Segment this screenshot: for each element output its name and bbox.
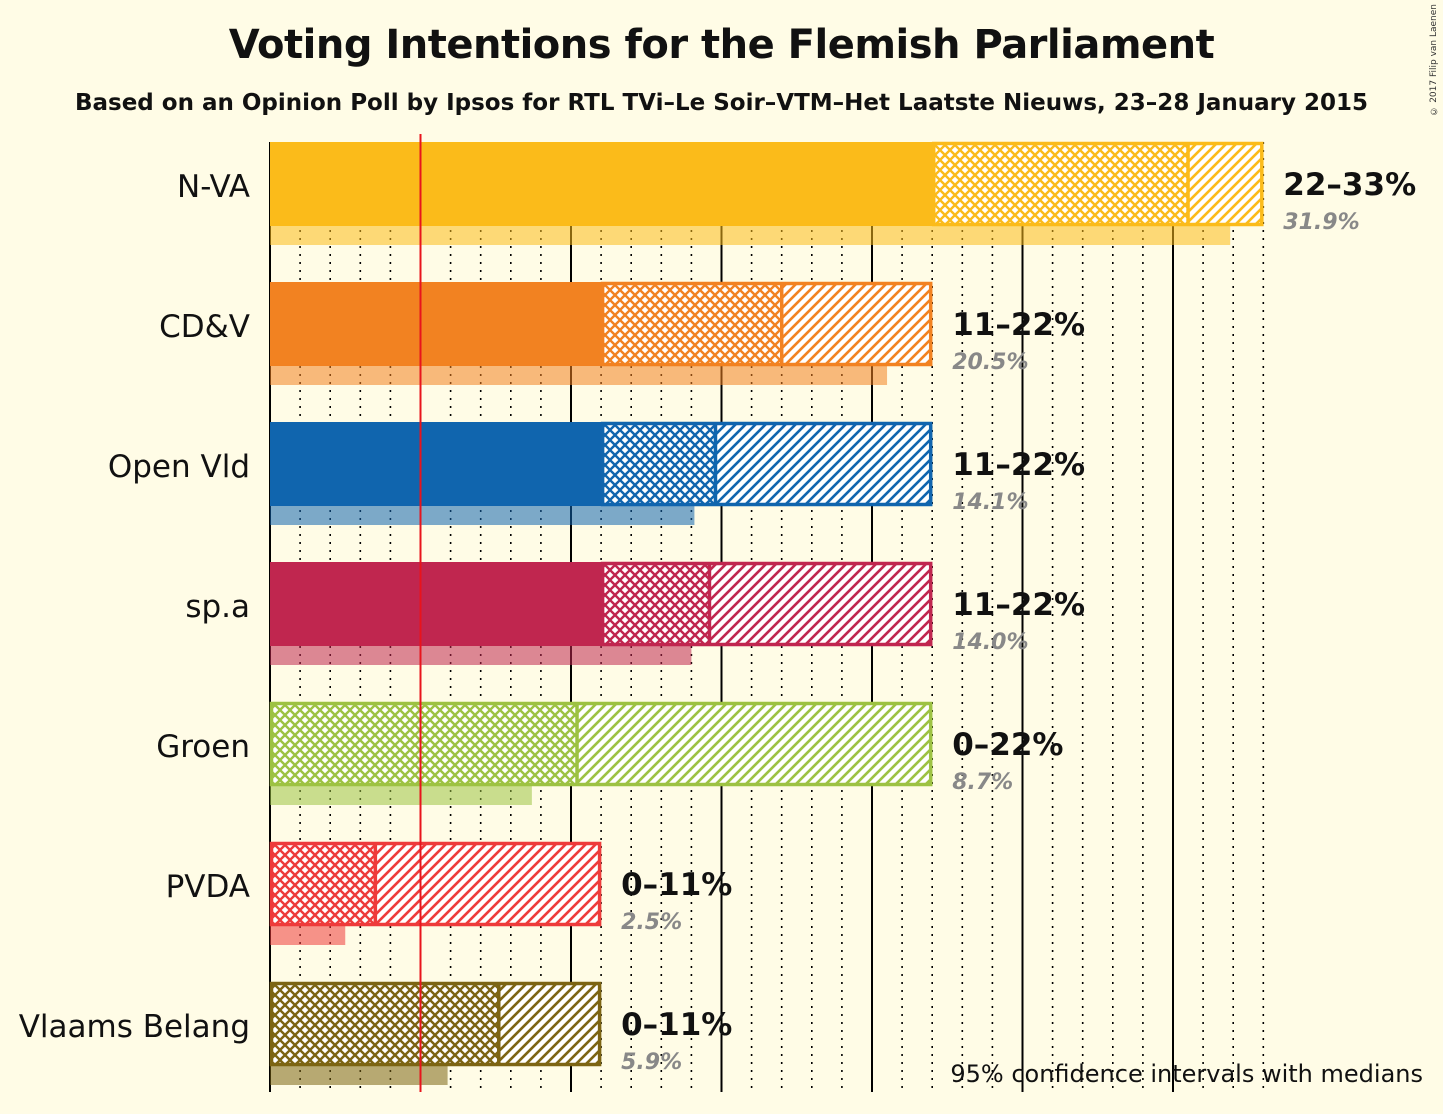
ci-solid-bar — [270, 422, 602, 506]
last-result-label: 5.9% — [621, 1050, 682, 1075]
last-result-bar — [270, 505, 695, 525]
party-row: PVDA 0–11% 2.5% — [166, 841, 732, 945]
ci-outline — [269, 841, 602, 927]
last-result-bar — [270, 645, 692, 665]
ci-outline — [269, 981, 602, 1067]
range-label: 11–22% — [952, 307, 1085, 343]
ci-outline — [269, 701, 933, 787]
ci-outline — [600, 561, 933, 647]
ci-upper-half-bar — [375, 842, 602, 926]
ci-upper-half-bar — [498, 982, 602, 1066]
party-row: Open Vld 11–22% 14.1% — [108, 421, 1085, 525]
range-label: 22–33% — [1283, 167, 1416, 203]
last-result-bar — [270, 365, 888, 385]
party-label: sp.a — [185, 589, 250, 625]
range-label: 0–11% — [621, 1007, 732, 1043]
chart-footnote: 95% confidence intervals with medians — [950, 1060, 1423, 1088]
ci-upper-half-bar — [709, 562, 933, 646]
chart-subtitle: Based on an Opinion Poll by Ipsos for RT… — [74, 90, 1369, 116]
ci-upper-half-bar — [715, 422, 933, 506]
ci-lower-half-bar — [270, 842, 376, 926]
ci-lower-half-bar — [932, 142, 1189, 226]
ci-outline — [600, 281, 933, 367]
party-row: N-VA 22–33% 31.9% — [177, 141, 1416, 245]
range-label: 11–22% — [952, 447, 1085, 483]
party-row: CD&V 11–22% 20.5% — [159, 281, 1085, 385]
last-result-label: 14.0% — [952, 630, 1028, 655]
ci-solid-bar — [270, 562, 602, 646]
ci-solid-bar — [270, 142, 933, 226]
ci-lower-half-bar — [270, 982, 499, 1066]
last-result-label: 20.5% — [952, 350, 1028, 375]
party-label: CD&V — [159, 309, 250, 345]
ci-upper-half-bar — [781, 282, 933, 366]
ci-lower-half-bar — [601, 562, 710, 646]
last-result-bar — [270, 785, 532, 805]
chart-title: Voting Intentions for the Flemish Parlia… — [228, 22, 1215, 68]
range-label: 0–22% — [952, 727, 1063, 763]
ci-upper-half-bar — [577, 702, 933, 786]
party-label: Groen — [156, 729, 250, 765]
party-bars: N-VA 22–33% 31.9% CD&V 11–22% 20.5% Open Vld 11… — [19, 141, 1416, 1085]
last-result-bar — [270, 925, 346, 945]
ci-lower-half-bar — [270, 702, 578, 786]
ci-outline — [931, 141, 1264, 227]
ci-outline — [600, 421, 933, 507]
last-result-bar — [270, 1065, 448, 1085]
party-row: sp.a 11–22% 14.0% — [185, 561, 1085, 665]
range-label: 0–11% — [621, 867, 732, 903]
last-result-label: 31.9% — [1283, 210, 1359, 235]
party-row: Vlaams Belang 0–11% 5.9% — [19, 981, 732, 1085]
range-label: 11–22% — [952, 587, 1085, 623]
party-label: PVDA — [166, 869, 250, 905]
party-label: N-VA — [177, 169, 250, 205]
last-result-label: 8.7% — [952, 770, 1013, 795]
party-label: Vlaams Belang — [19, 1009, 250, 1045]
party-row: Groen 0–22% 8.7% — [156, 701, 1063, 805]
last-result-label: 2.5% — [621, 910, 682, 935]
ci-upper-half-bar — [1188, 142, 1264, 226]
last-result-label: 14.1% — [952, 490, 1028, 515]
ci-solid-bar — [270, 282, 602, 366]
last-result-bar — [270, 225, 1231, 245]
ci-lower-half-bar — [601, 422, 716, 506]
ci-lower-half-bar — [601, 282, 782, 366]
party-label: Open Vld — [108, 449, 250, 485]
